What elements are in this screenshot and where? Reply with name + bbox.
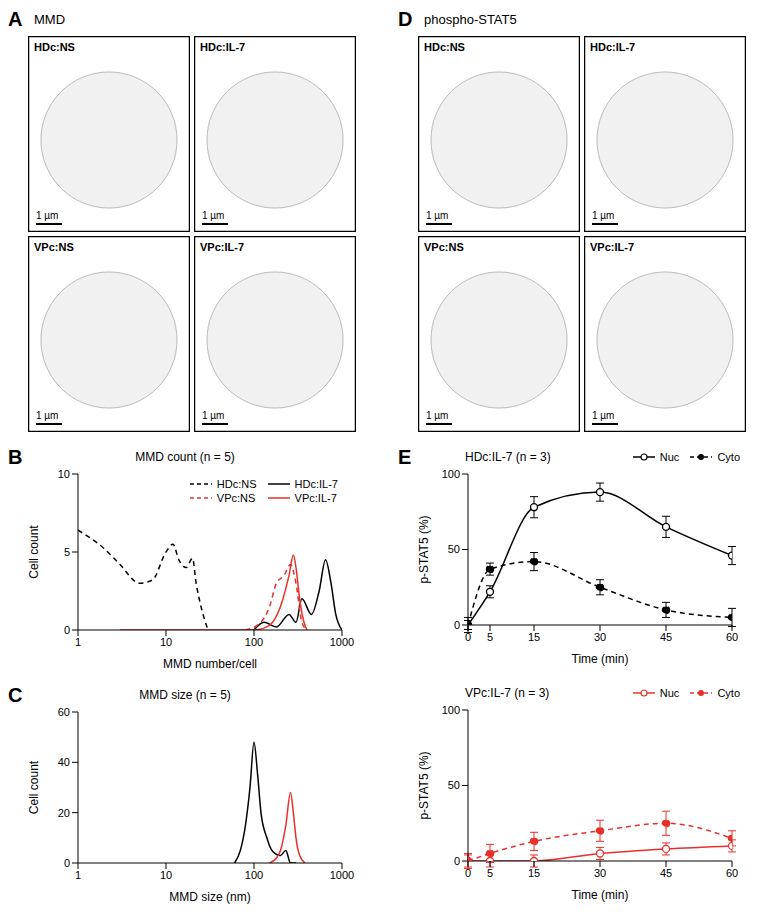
svg-text:p-STAT5 (%): p-STAT5 (%) [417,751,431,819]
html-text:A: A [8,8,23,30]
svg-text:0: 0 [64,857,70,869]
svg-text:1 µm: 1 µm [592,410,614,421]
html-text:VPc:IL-7: VPc:IL-7 [294,492,337,504]
svg-text:60: 60 [58,706,70,718]
svg-text:Time (min): Time (min) [572,888,629,902]
svg-text:5: 5 [487,867,493,879]
svg-text:40: 40 [58,756,70,768]
svg-text:5: 5 [64,546,70,558]
svg-text:MMD number/cell: MMD number/cell [163,657,257,671]
svg-text:1 µm: 1 µm [202,210,224,221]
html-text:Cyto: Cyto [717,687,740,699]
svg-text:HDc:NS: HDc:NS [34,41,75,53]
svg-text:1: 1 [75,869,81,881]
svg-text:1 µm: 1 µm [426,410,448,421]
svg-text:15: 15 [528,867,540,879]
html-text:MMD count (n = 5): MMD count (n = 5) [135,450,235,464]
svg-text:60: 60 [726,867,738,879]
svg-text:Cell count: Cell count [27,525,41,579]
html-text:HDc:IL-7: HDc:IL-7 [294,478,338,490]
html-text:Cyto: Cyto [717,451,740,463]
svg-text:50: 50 [448,543,460,555]
html-text:VPc:NS: VPc:NS [216,492,256,504]
svg-text:0: 0 [454,855,460,867]
html-text:D: D [398,8,413,30]
svg-text:10: 10 [160,869,172,881]
svg-text:0: 0 [64,624,70,636]
svg-text:10: 10 [58,468,70,480]
svg-text:60: 60 [726,631,738,643]
svg-text:VPc:NS: VPc:NS [34,241,74,253]
svg-text:HDc:NS: HDc:NS [424,41,465,53]
svg-text:100: 100 [442,704,460,716]
svg-text:VPc:NS: VPc:NS [424,241,464,253]
svg-text:p-STAT5 (%): p-STAT5 (%) [417,515,431,583]
svg-text:20: 20 [58,807,70,819]
svg-text:100: 100 [245,636,263,648]
html-text:MMD: MMD [34,12,65,27]
html-text:HDc:NS: HDc:NS [216,478,257,490]
svg-text:1 µm: 1 µm [36,410,58,421]
svg-text:1000: 1000 [330,869,354,881]
html-text:B: B [8,446,23,468]
html-text:MMD size (n = 5): MMD size (n = 5) [139,688,231,702]
html-text:Nuc: Nuc [659,451,680,463]
svg-text:Cell count: Cell count [27,760,41,814]
svg-text:Time (min): Time (min) [572,652,629,666]
svg-text:50: 50 [448,779,460,791]
svg-text:VPc:IL-7: VPc:IL-7 [590,241,634,253]
svg-text:1 µm: 1 µm [36,210,58,221]
svg-text:1 µm: 1 µm [426,210,448,221]
svg-text:100: 100 [245,869,263,881]
html-text:phospho-STAT5: phospho-STAT5 [424,12,517,27]
html-text:VPc:IL-7 (n = 3): VPc:IL-7 (n = 3) [465,686,550,700]
svg-text:45: 45 [660,631,672,643]
svg-text:MMD size (nm): MMD size (nm) [169,890,250,904]
svg-text:0: 0 [454,619,460,631]
svg-text:15: 15 [528,631,540,643]
svg-text:VPc:IL-7: VPc:IL-7 [200,241,244,253]
svg-text:100: 100 [442,468,460,480]
html-text:C: C [8,684,23,706]
svg-text:30: 30 [594,631,606,643]
svg-text:45: 45 [660,867,672,879]
svg-text:1 µm: 1 µm [592,210,614,221]
svg-text:5: 5 [487,631,493,643]
svg-text:1000: 1000 [330,636,354,648]
svg-text:1: 1 [75,636,81,648]
html-text:Nuc: Nuc [659,687,680,699]
svg-text:0: 0 [465,631,471,643]
svg-text:HDc:IL-7: HDc:IL-7 [590,41,635,53]
html-text:HDc:IL-7 (n = 3): HDc:IL-7 (n = 3) [465,450,551,464]
svg-text:10: 10 [160,636,172,648]
svg-text:HDc:IL-7: HDc:IL-7 [200,41,245,53]
svg-text:1 µm: 1 µm [202,410,224,421]
svg-text:30: 30 [594,867,606,879]
html-text:E: E [398,446,412,468]
svg-text:0: 0 [465,867,471,879]
